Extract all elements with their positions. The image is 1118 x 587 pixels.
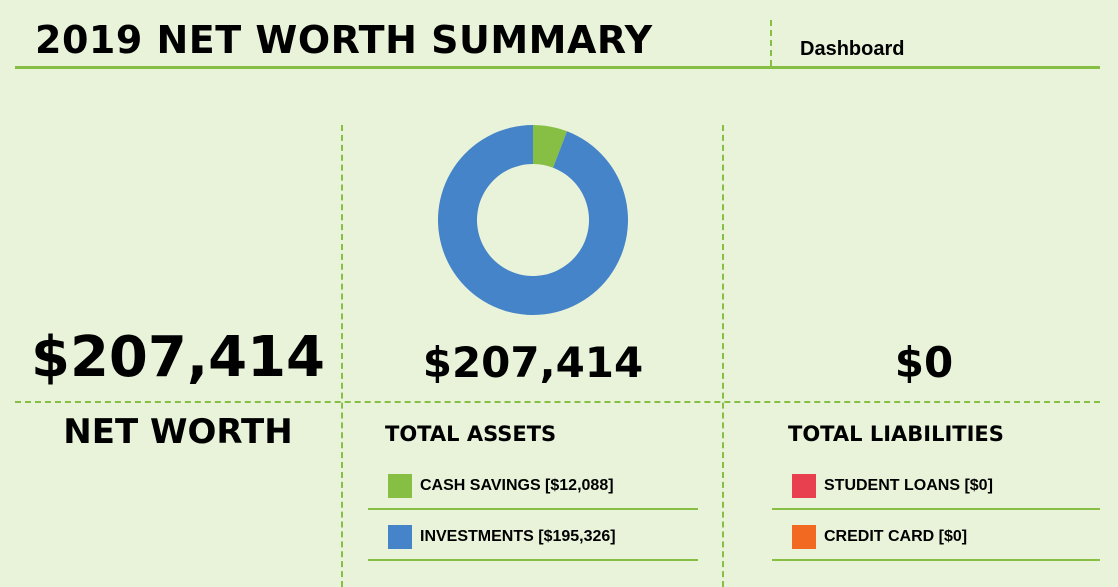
header-rule xyxy=(15,66,1100,69)
legend-item-label: STUDENT LOANS [$0] xyxy=(824,477,993,494)
legend-item-investments: INVESTMENTS [$195,326] xyxy=(368,515,698,561)
legend-item-label: CREDIT CARD [$0] xyxy=(824,528,968,545)
legend-item-student-loans: STUDENT LOANS [$0] xyxy=(772,464,1100,510)
donut-slice-investments xyxy=(438,125,628,315)
dashboard-link[interactable]: Dashboard xyxy=(800,38,905,60)
legend-item-label: INVESTMENTS [$195,326] xyxy=(420,528,616,545)
total-liabilities-label: TOTAL LIABILITIES xyxy=(788,422,1004,446)
header-divider xyxy=(770,20,772,66)
total-assets-label: TOTAL ASSETS xyxy=(385,422,557,446)
net-worth-value: $207,414 xyxy=(30,325,326,390)
column-divider-left xyxy=(341,125,343,587)
donut-slice-cash-savings xyxy=(533,125,568,168)
column-divider-right xyxy=(722,125,724,587)
legend-item-cash-savings: CASH SAVINGS [$12,088] xyxy=(368,464,698,510)
student-loans-swatch xyxy=(792,474,816,498)
credit-card-swatch xyxy=(792,525,816,549)
page-title: 2019 NET WORTH SUMMARY xyxy=(35,18,653,62)
assets-donut-chart xyxy=(438,125,628,315)
net-worth-label: NET WORTH xyxy=(63,412,293,452)
legend-item-credit-card: CREDIT CARD [$0] xyxy=(772,515,1100,561)
row-divider xyxy=(15,401,1100,403)
total-assets-value: $207,414 xyxy=(422,338,644,387)
cash-savings-swatch xyxy=(388,474,412,498)
investments-swatch xyxy=(388,525,412,549)
legend-item-label: CASH SAVINGS [$12,088] xyxy=(420,477,614,494)
total-liabilities-value: $0 xyxy=(894,338,954,387)
